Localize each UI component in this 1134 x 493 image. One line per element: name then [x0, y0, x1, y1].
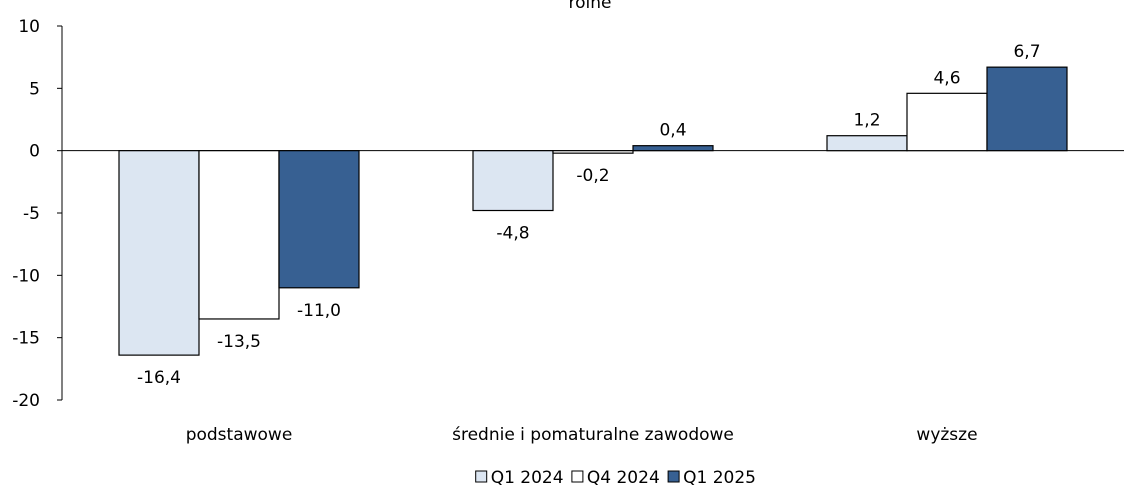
- bar: [118, 150, 200, 356]
- data-label: 4,6: [933, 68, 960, 88]
- y-tick-label: -20: [12, 391, 40, 411]
- data-label: 0,4: [659, 121, 686, 141]
- data-label: -4,8: [496, 224, 529, 244]
- bar: [986, 66, 1068, 152]
- legend: Q1 2024 Q4 2024 Q1 2025: [475, 468, 756, 488]
- bar: [552, 150, 634, 154]
- bar: [278, 150, 360, 289]
- legend-label: Q4 2024: [587, 468, 660, 488]
- y-tick-label: 0: [29, 142, 40, 162]
- legend-swatch: [571, 470, 584, 483]
- data-label: 1,2: [853, 111, 880, 131]
- y-tick-label: 5: [29, 79, 40, 99]
- data-label: 6,7: [1013, 42, 1040, 62]
- bar: [826, 135, 908, 152]
- category-label: wyższe: [916, 425, 977, 445]
- legend-label: Q1 2024: [491, 468, 564, 488]
- bar: [472, 150, 554, 212]
- category-label: podstawowe: [186, 425, 293, 445]
- y-tick-label: 10: [18, 17, 40, 37]
- data-label: -16,4: [137, 368, 181, 388]
- data-label: -0,2: [576, 166, 609, 186]
- data-label: -11,0: [297, 301, 341, 321]
- data-labels: -16,4 -13,5 -11,0 -4,8 -0,2 0,4 1,2 4,6 6,7: [137, 42, 1041, 388]
- bars: [118, 66, 1068, 356]
- y-tick-label: -15: [12, 329, 40, 349]
- y-tick-label: -5: [23, 204, 40, 224]
- bar: [198, 150, 280, 320]
- chart-title: rolne: [569, 0, 612, 13]
- bar: [632, 145, 714, 152]
- legend-swatch: [667, 470, 680, 483]
- bar: [906, 92, 988, 152]
- legend-label: Q1 2025: [683, 468, 756, 488]
- y-tick-label: -10: [12, 266, 40, 286]
- data-label: -13,5: [217, 332, 261, 352]
- legend-swatch: [475, 470, 488, 483]
- category-label: średnie i pomaturalne zawodowe: [452, 425, 734, 445]
